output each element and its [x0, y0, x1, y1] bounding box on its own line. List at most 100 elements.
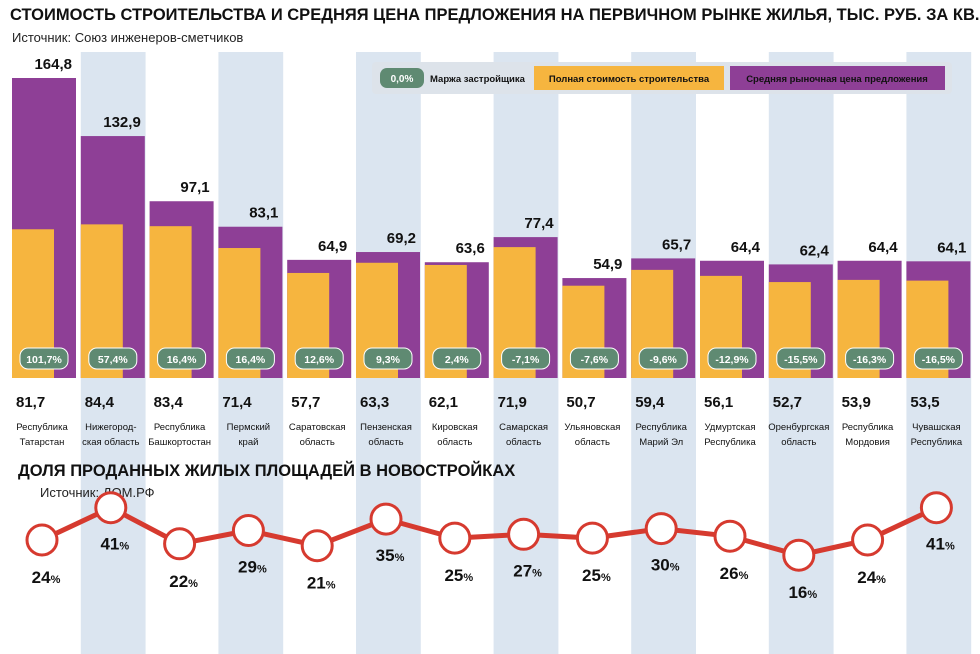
bottom-value-label: 53,9 — [842, 394, 871, 411]
top-value-label: 83,1 — [249, 205, 278, 222]
margin-badge — [845, 347, 895, 370]
legend: 0,0% Маржа застройщика Полная стоимость … — [372, 62, 952, 94]
category-label: Удмуртская — [705, 422, 756, 433]
category-label: Республика — [842, 422, 894, 433]
bottom-value-label: 52,7 — [773, 394, 802, 411]
line-value-label: 16% — [788, 583, 817, 602]
top-value-label: 65,7 — [662, 236, 691, 253]
top-value-label: 64,9 — [318, 238, 347, 255]
line-value-label: 24% — [857, 568, 886, 587]
line-value-label: 25% — [444, 566, 473, 585]
line-point — [369, 502, 403, 536]
category-label: область — [575, 437, 610, 448]
margin-badge-text: 9,3% — [376, 354, 401, 366]
bottom-value-label: 50,7 — [566, 394, 595, 411]
chart-title: СТОИМОСТЬ СТРОИТЕЛЬСТВА И СРЕДНЯЯ ЦЕНА П… — [10, 6, 980, 24]
margin-badge — [19, 347, 69, 370]
top-value-label: 64,4 — [868, 239, 898, 256]
margin-badge — [363, 347, 413, 370]
legend-margin-badge-text: 0,0% — [391, 74, 414, 85]
line-value-label: 41% — [926, 535, 955, 554]
category-label: Самарская — [499, 422, 548, 433]
line-value-label: 24% — [32, 568, 61, 587]
margin-badge-text: -12,9% — [715, 354, 749, 366]
line-point — [919, 491, 953, 525]
category-label: Татарстан — [20, 437, 65, 448]
category-label: Республика — [635, 422, 687, 433]
category-label: Чувашская — [912, 422, 960, 433]
margin-badge-text: 12,6% — [304, 354, 334, 366]
top-value-label: 64,4 — [731, 239, 761, 256]
category-label: ская область — [82, 437, 139, 448]
margin-badge — [157, 347, 207, 370]
margin-badge — [707, 347, 757, 370]
margin-badge-text: -16,5% — [922, 354, 956, 366]
category-label: Мордовия — [845, 437, 890, 448]
bottom-value-label: 71,4 — [222, 394, 252, 411]
category-label: Саратовская — [289, 422, 346, 433]
line-value-label: 29% — [238, 558, 267, 577]
line-point — [851, 523, 885, 557]
legend-cost-swatch — [534, 66, 724, 90]
line-value-label: 22% — [169, 572, 198, 591]
line-point — [507, 517, 541, 551]
category-labels: Республика Татарстан Нижегород-ская област… — [16, 422, 963, 448]
margin-badge-text: 101,7% — [26, 354, 62, 366]
line-point — [713, 519, 747, 553]
top-value-label: 54,9 — [593, 256, 622, 273]
line-point — [575, 521, 609, 555]
chart-subtitle: Источник: Союз инженеров-сметчиков — [12, 30, 243, 45]
category-label: область — [781, 437, 816, 448]
category-label: Республика — [16, 422, 68, 433]
bottom-value-label: 57,7 — [291, 394, 320, 411]
line-point — [94, 491, 128, 525]
line-chart-title: ДОЛЯ ПРОДАННЫХ ЖИЛЫХ ПЛОЩАДЕЙ В НОВОСТРО… — [18, 461, 515, 480]
category-label: Ульяновская — [564, 422, 620, 433]
category-label: область — [437, 437, 472, 448]
category-label: область — [506, 437, 541, 448]
margin-badge-text: -15,5% — [784, 354, 818, 366]
top-value-label: 77,4 — [524, 215, 554, 232]
line-chart-subtitle: Источник: ДОМ.РФ — [40, 485, 155, 500]
bottom-value-label: 81,7 — [16, 394, 45, 411]
line-point — [25, 523, 59, 557]
top-value-label: 63,6 — [456, 240, 485, 257]
margin-badges: 101,7% 57,4% 16,4% 16,4% 12,6% 9,3% 2,4% -7,1% -… — [19, 347, 963, 370]
top-value-label: 69,2 — [387, 230, 416, 247]
bottom-value-label: 71,9 — [498, 394, 527, 411]
margin-badge-text: -7,1% — [512, 354, 540, 366]
margin-badge — [294, 347, 344, 370]
top-value-label: 97,1 — [180, 179, 209, 196]
top-value-label: 64,1 — [937, 239, 966, 256]
category-label: Республика — [704, 437, 756, 448]
bar-labels: 164,8 81,7 132,9 84,4 97,1 83,4 83,1 71,4 64,9 57… — [16, 56, 966, 411]
line-value-label: 35% — [376, 546, 405, 565]
category-label: Нижегород- — [85, 422, 136, 433]
top-value-label: 164,8 — [34, 56, 72, 73]
category-label: Пермский — [227, 422, 270, 433]
bottom-value-label: 53,5 — [910, 394, 939, 411]
category-label: Пензенская — [360, 422, 412, 433]
line-point — [782, 538, 816, 572]
margin-badge-text: -7,6% — [581, 354, 609, 366]
margin-badge — [776, 347, 826, 370]
bottom-value-label: 62,1 — [429, 394, 458, 411]
category-label: Башкортостан — [148, 437, 211, 448]
top-value-label: 62,4 — [800, 242, 830, 259]
bottom-value-label: 56,1 — [704, 394, 733, 411]
margin-badge — [225, 347, 275, 370]
category-label: Республика — [154, 422, 206, 433]
margin-badge — [501, 347, 551, 370]
margin-badge-text: -9,6% — [649, 354, 677, 366]
line-point — [163, 527, 197, 561]
margin-badge-text: 16,4% — [167, 354, 197, 366]
line-value-label: 26% — [720, 564, 749, 583]
margin-badge — [432, 347, 482, 370]
line-point — [438, 521, 472, 555]
line-value-label: 27% — [513, 561, 542, 580]
line-point — [231, 514, 265, 547]
margin-badge-text: -16,3% — [853, 354, 887, 366]
line-value-label: 21% — [307, 574, 336, 593]
category-label: Марий Эл — [639, 437, 683, 448]
line-value-label: 25% — [582, 566, 611, 585]
